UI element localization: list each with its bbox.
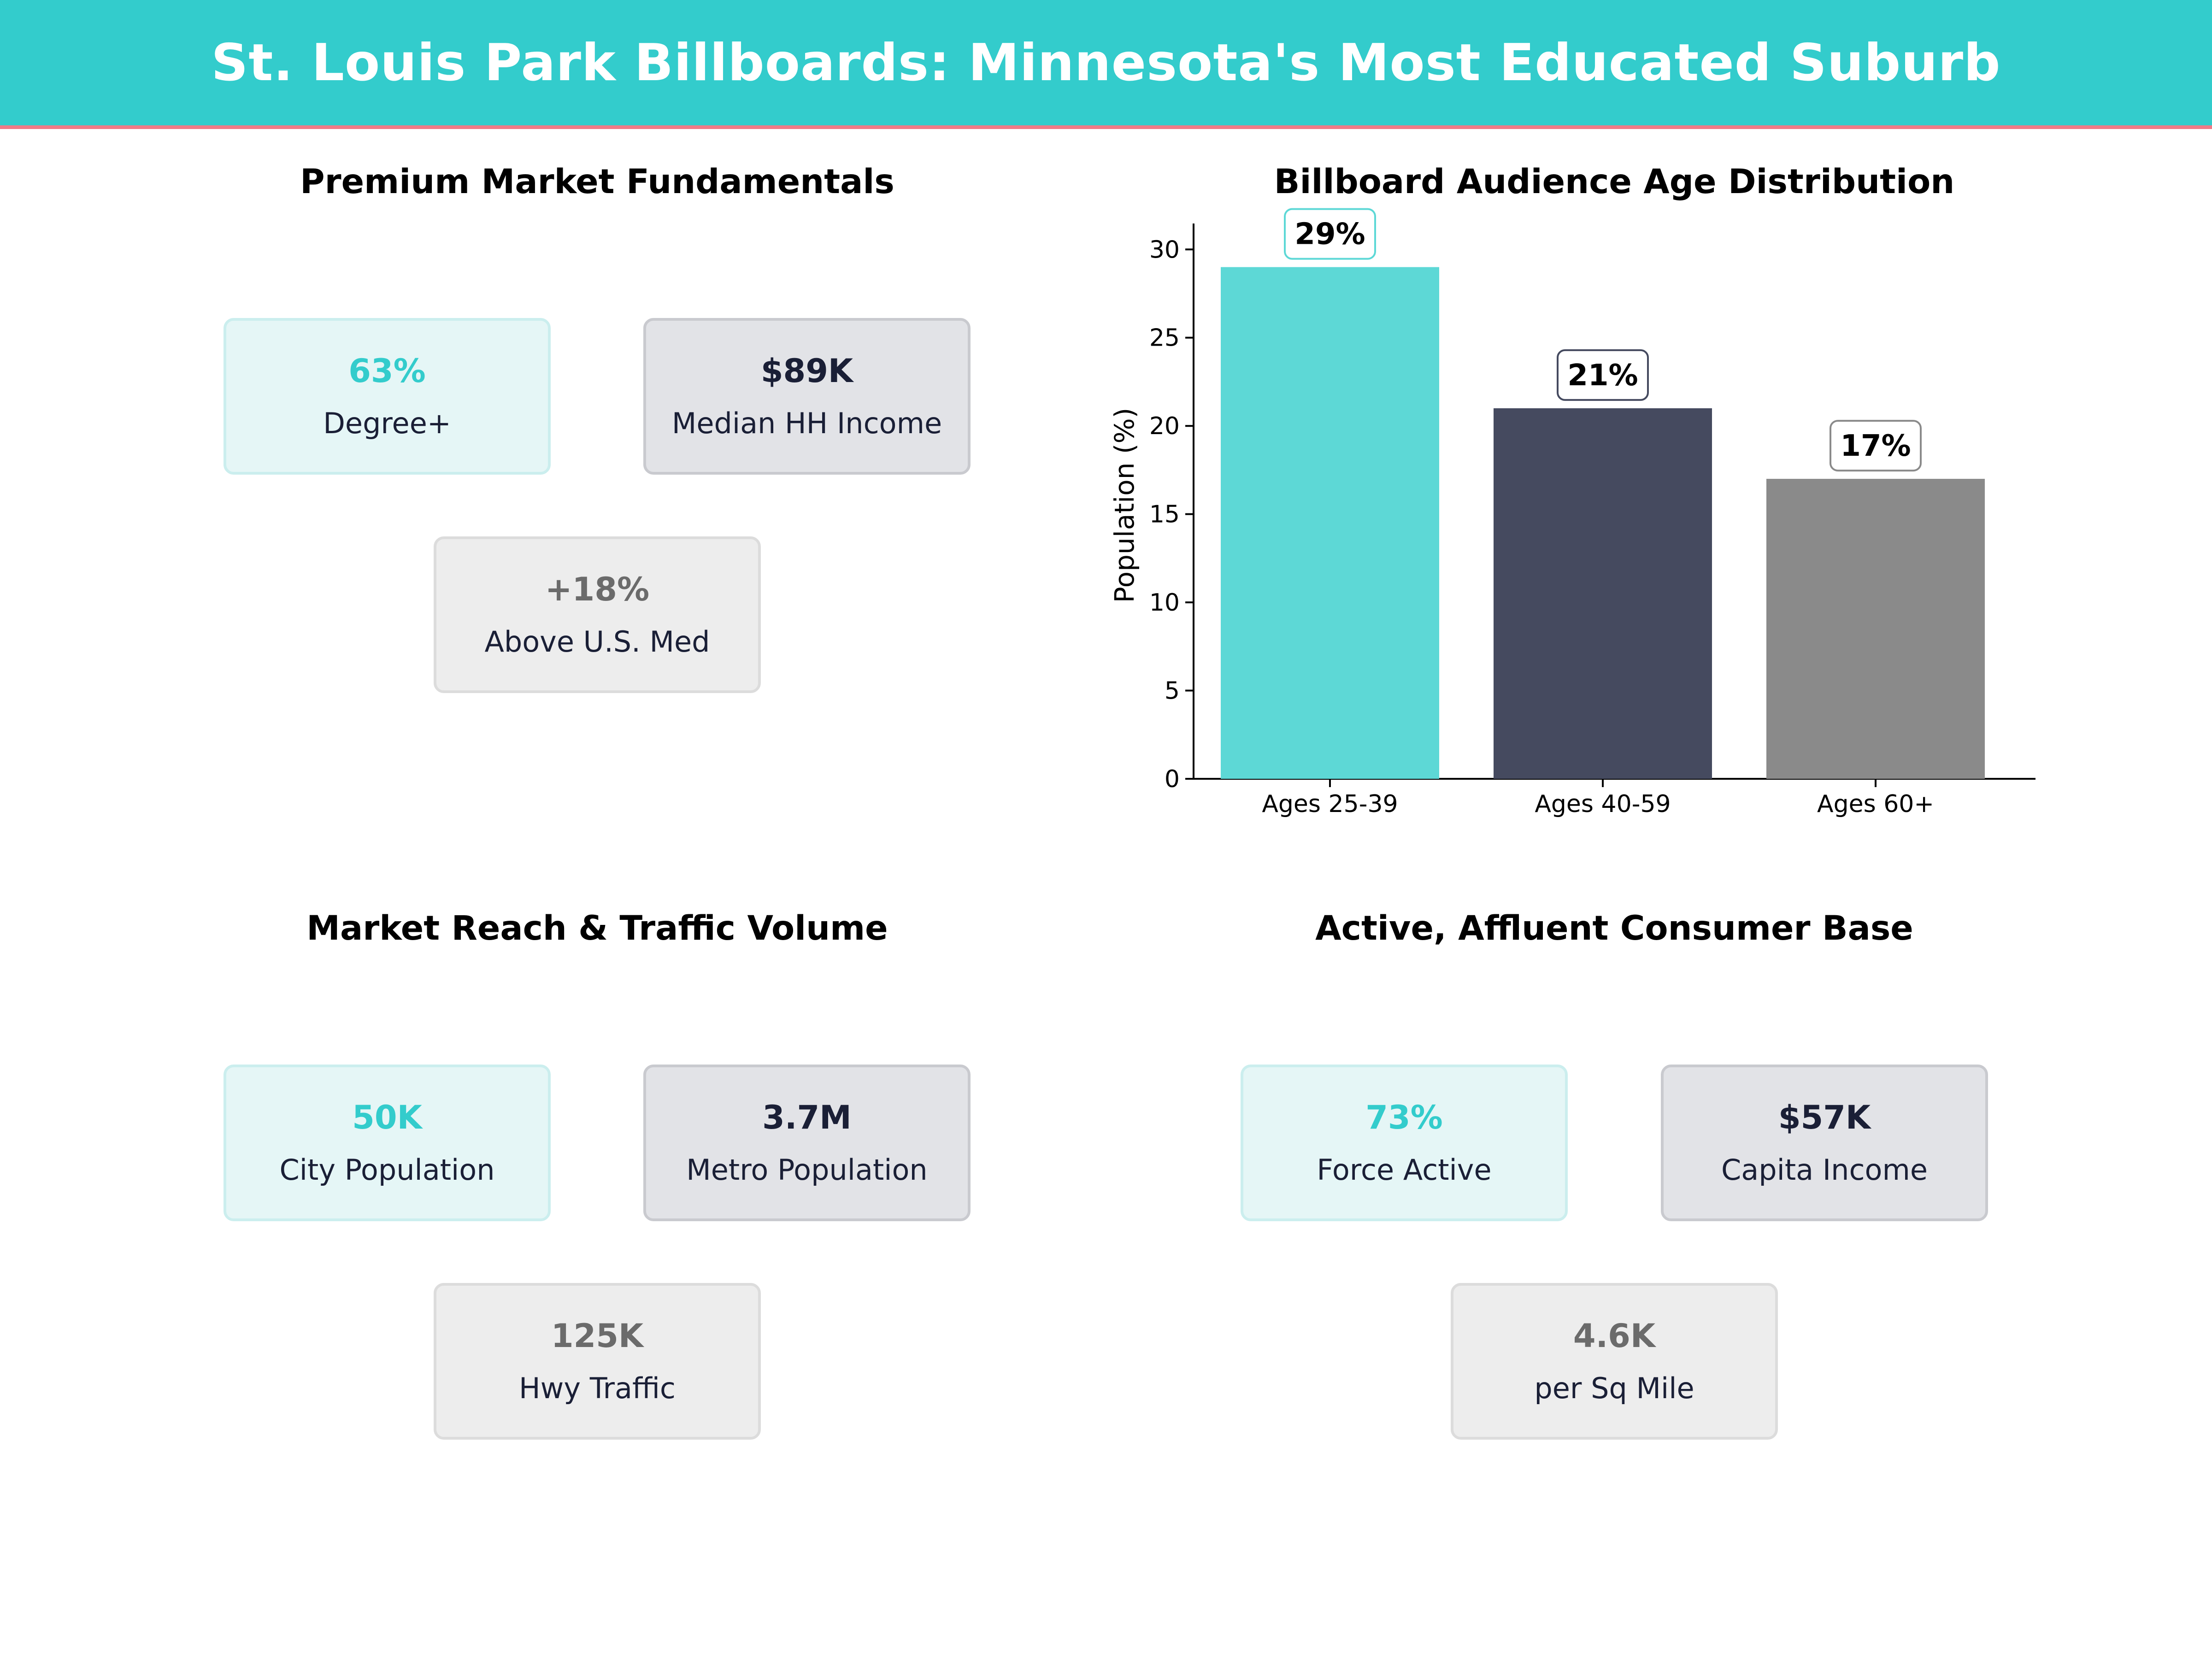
- x-tick-label: Ages 40-59: [1535, 790, 1671, 818]
- hwy-traffic-label: Hwy Traffic: [518, 1371, 676, 1405]
- capita-income-label: Capita Income: [1721, 1153, 1928, 1187]
- y-tick-label: 5: [1165, 677, 1180, 705]
- data-label-box: [1284, 208, 1376, 260]
- density-label: per Sq Mile: [1534, 1371, 1694, 1405]
- median-income-card: $89K Median HH Income: [643, 318, 971, 475]
- metro-population-label: Metro Population: [686, 1153, 928, 1187]
- fundamentals-title: Premium Market Fundamentals: [300, 162, 894, 201]
- bar: [1766, 479, 1985, 779]
- y-tick-label: 20: [1149, 412, 1180, 440]
- y-tick-label: 30: [1149, 236, 1180, 264]
- y-axis-label: Population (%): [1109, 408, 1140, 603]
- hwy-traffic-card: 125K Hwy Traffic: [434, 1283, 761, 1440]
- chart-plot-area: 0 5 10 15 20 25 30 Population (%) Ages 25-39 29% A…: [1109, 208, 2036, 818]
- capita-income-value: $57K: [1778, 1099, 1871, 1136]
- hwy-traffic-value: 125K: [551, 1317, 644, 1355]
- data-label: 29%: [1294, 218, 1365, 252]
- reach-title: Market Reach & Traffic Volume: [306, 909, 888, 948]
- data-label: 21%: [1567, 359, 1638, 393]
- consumer-title: Active, Affluent Consumer Base: [1315, 909, 1913, 948]
- force-active-label: Force Active: [1317, 1153, 1492, 1187]
- density-card: 4.6K per Sq Mile: [1451, 1283, 1778, 1440]
- header-banner: St. Louis Park Billboards: Minnesota's M…: [0, 0, 2212, 129]
- above-median-card: +18% Above U.S. Med: [434, 536, 761, 693]
- force-active-card: 73% Force Active: [1241, 1065, 1568, 1221]
- degree-value: 63%: [348, 352, 426, 390]
- median-income-label: Median HH Income: [671, 406, 942, 440]
- bar: [1494, 408, 1712, 779]
- above-median-value: +18%: [545, 571, 650, 608]
- city-population-card: 50K City Population: [224, 1065, 551, 1221]
- density-value: 4.6K: [1573, 1317, 1656, 1355]
- degree-card: 63% Degree+: [224, 318, 551, 475]
- data-label-box: [1557, 349, 1649, 401]
- degree-label: Degree+: [323, 406, 451, 440]
- bar: [1221, 267, 1439, 779]
- age-distribution-chart: 0 5 10 15 20 25 30 Population (%) Ages 25-39 29% A…: [1109, 208, 2036, 818]
- capita-income-card: $57K Capita Income: [1661, 1065, 1988, 1221]
- data-label: 17%: [1840, 429, 1911, 463]
- x-tick-label: Ages 60+: [1817, 790, 1934, 818]
- metro-population-card: 3.7M Metro Population: [643, 1065, 971, 1221]
- age-chart-title: Billboard Audience Age Distribution: [1274, 162, 1955, 201]
- median-income-value: $89K: [760, 352, 853, 390]
- data-label-box: [1830, 420, 1922, 472]
- y-tick-label: 25: [1149, 324, 1180, 352]
- city-population-label: City Population: [279, 1153, 495, 1187]
- y-tick-label: 0: [1165, 765, 1180, 793]
- above-median-label: Above U.S. Med: [484, 625, 710, 659]
- page-title: St. Louis Park Billboards: Minnesota's M…: [211, 33, 2001, 93]
- y-tick-label: 15: [1149, 501, 1180, 529]
- y-tick-label: 10: [1149, 589, 1180, 617]
- metro-population-value: 3.7M: [762, 1099, 852, 1136]
- force-active-value: 73%: [1365, 1099, 1443, 1136]
- city-population-value: 50K: [352, 1099, 422, 1136]
- x-tick-label: Ages 25-39: [1262, 790, 1398, 818]
